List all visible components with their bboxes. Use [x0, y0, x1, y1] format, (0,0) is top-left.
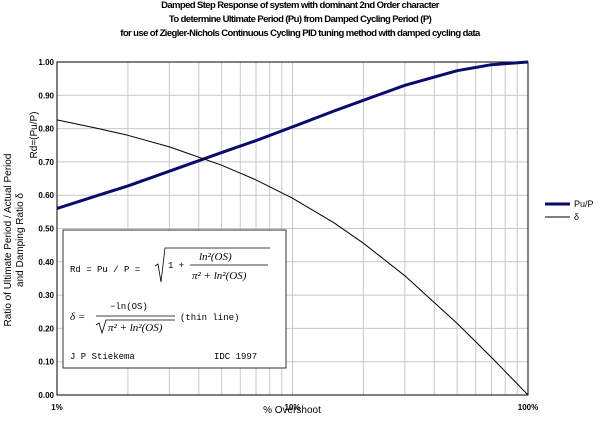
- formula-rd-sqrt: [154, 247, 270, 283]
- y-axis-label-line-1: Ratio of Ultimate Period / Actual Period: [3, 154, 14, 327]
- y-tick-label: 0.80: [38, 125, 54, 134]
- legend-label-delta: δ: [574, 212, 579, 222]
- formula-thin-line-note: (thin line): [180, 313, 239, 323]
- chart-title-line-2: To determine Ultimate Period (Pu) from D…: [168, 14, 432, 25]
- y-tick-label: 0.30: [38, 291, 54, 300]
- series-line-delta: [56, 119, 529, 396]
- author-credit: J P Stiekema: [70, 352, 135, 362]
- series-lines: [56, 60, 529, 396]
- formula-rd-one-plus: 1 +: [168, 261, 184, 271]
- y-tick-label: 1.00: [38, 58, 54, 67]
- legend: Pu/P δ: [545, 199, 594, 222]
- y-tick-label: 0.00: [38, 391, 54, 400]
- org-credit: IDC 1997: [214, 352, 257, 362]
- y-tick-label: 0.50: [38, 225, 54, 234]
- x-tick-label: 1%: [51, 403, 63, 412]
- formula-delta-lhs: δ =: [70, 311, 85, 323]
- formula-delta-sqrt: [95, 319, 175, 335]
- y-axis-label-line-2: and Damping Ratio δ: [15, 193, 26, 287]
- chart-title-line-1: Damped Step Response of system with domi…: [161, 0, 439, 11]
- x-axis-label: % Overshoot: [263, 405, 321, 416]
- x-tick-label: 10%: [284, 403, 300, 412]
- formula-box: Rd = Pu / P = 1 + ln²(OS) π² + ln²(OS) δ…: [62, 229, 287, 369]
- y-tick-labels: 0.00 0.10 0.20 0.30 0.40 0.50 0.60 0.70 0.80 0.90…: [38, 58, 54, 400]
- y-tick-label: 0.10: [38, 358, 54, 367]
- y-tick-label: 0.90: [38, 91, 54, 100]
- y-axis-side-label: Rd=(Pu/P): [29, 112, 40, 159]
- formula-delta-denominator: π² + ln²(OS): [108, 322, 163, 334]
- y-tick-label: 0.70: [38, 158, 54, 167]
- y-tick-label: 0.40: [38, 258, 54, 267]
- y-tick-label: 0.20: [38, 324, 54, 333]
- y-tick-label: 0.60: [38, 191, 54, 200]
- plot-frame: [56, 61, 529, 396]
- legend-label-pu-p: Pu/P: [574, 199, 594, 209]
- formula-delta-numerator: −ln(OS): [110, 302, 148, 312]
- chart-title-line-3: for use of Ziegler-Nichols Continuous Cy…: [120, 28, 480, 39]
- x-tick-labels: 1% 10% 100%: [51, 403, 538, 412]
- formula-rd-numerator: ln²(OS): [199, 251, 232, 263]
- series-line-pu-p: [56, 60, 529, 210]
- formula-box-frame: [62, 229, 287, 369]
- x-tick-label: 100%: [518, 403, 538, 412]
- formula-rd-lhs: Rd = Pu / P =: [70, 265, 140, 275]
- formula-rd-denominator: π² + ln²(OS): [192, 270, 247, 282]
